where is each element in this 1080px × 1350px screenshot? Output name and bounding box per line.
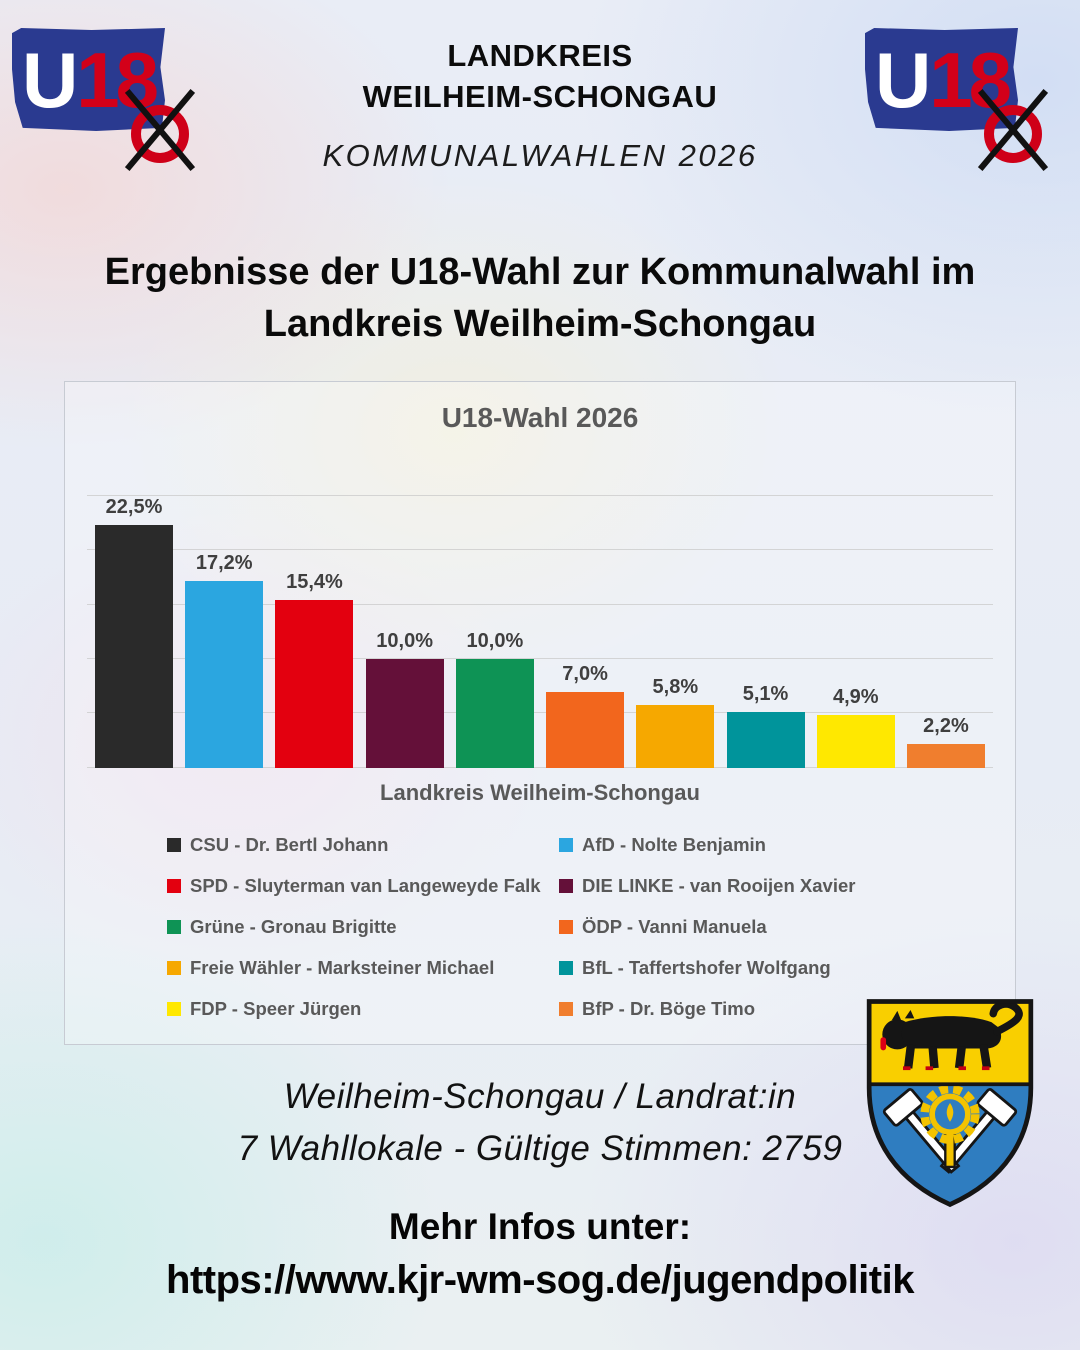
bar-value-label: 15,4% bbox=[286, 571, 343, 594]
more-info-url: https://www.kjr-wm-sog.de/jugendpolitik bbox=[166, 1257, 914, 1302]
u18-logo-box: U 18 bbox=[865, 28, 1018, 131]
legend-item: FDP - Speer Jürgen bbox=[167, 998, 559, 1020]
legend-item: AfD - Nolte Benjamin bbox=[559, 834, 1015, 856]
lion-icon bbox=[880, 1001, 1023, 1071]
bar-value-label: 4,9% bbox=[832, 685, 879, 708]
bar-value-label: 7,0% bbox=[562, 662, 608, 685]
u18-logo-left: U 18 bbox=[12, 28, 207, 171]
chart-legend: CSU - Dr. Bertl Johann AfD - Nolte Benjam… bbox=[167, 834, 1015, 1020]
result-context: Weilheim-Schongau / Landrat:in 7 Wahllok… bbox=[0, 1071, 1080, 1176]
u18-logo-number-18: 18 bbox=[929, 35, 1012, 124]
gridline bbox=[87, 712, 993, 714]
gridline bbox=[87, 766, 993, 768]
bar-value-label: 10,0% bbox=[376, 630, 434, 653]
ballot-cross-icon bbox=[972, 85, 1050, 171]
bar-BfL bbox=[726, 712, 805, 768]
legend-label: DIE LINKE - van Rooijen Xavier bbox=[582, 874, 856, 896]
u18-logo-number-18: 18 bbox=[76, 35, 159, 124]
chart-title: U18-Wahl 2026 bbox=[441, 401, 639, 433]
legend-item: DIE LINKE - van Rooijen Xavier bbox=[559, 875, 1015, 897]
x-axis-label: Landkreis Weilheim-Schongau bbox=[380, 779, 700, 805]
bar-value-label: 22,5% bbox=[105, 495, 163, 518]
bar-value-label: 5,8% bbox=[652, 675, 699, 698]
bar-DIE LINKE bbox=[365, 659, 444, 768]
gridline bbox=[87, 549, 993, 551]
legend-color-swatch bbox=[167, 837, 181, 852]
bar-Freie Wähler bbox=[636, 704, 715, 768]
legend-color-swatch bbox=[559, 878, 573, 893]
bar-SPD bbox=[275, 600, 354, 768]
bar-column: 7,0% bbox=[546, 496, 625, 768]
bar-Grüne bbox=[455, 659, 534, 768]
legend-item: BfL - Taffertshofer Wolfgang bbox=[559, 957, 1015, 979]
coat-of-arms-weilheim-schongau bbox=[866, 999, 1034, 1208]
bar-column: 10,0% bbox=[365, 496, 444, 768]
legend-color-swatch bbox=[167, 960, 181, 975]
u18-logo-letter-u: U bbox=[874, 35, 931, 124]
legend-label: ÖDP - Vanni Manuela bbox=[582, 915, 767, 937]
legend-label: Grüne - Gronau Brigitte bbox=[190, 915, 397, 937]
legend-color-swatch bbox=[167, 919, 181, 934]
bar-ÖDP bbox=[546, 691, 625, 768]
legend-label: AfD - Nolte Benjamin bbox=[582, 833, 766, 855]
legend-color-swatch bbox=[559, 837, 573, 852]
bar-column: 2,2% bbox=[906, 496, 985, 768]
bar-CSU bbox=[95, 524, 173, 768]
district-title-line2: WEILHEIM-SCHONGAU bbox=[362, 78, 718, 114]
more-info-label: Mehr Infos unter: bbox=[388, 1205, 692, 1247]
ballot-cross-icon bbox=[119, 85, 197, 171]
more-info-block: Mehr Infos unter: https://www.kjr-wm-sog… bbox=[0, 1206, 1080, 1303]
bar-value-label: 2,2% bbox=[923, 714, 969, 737]
bar-column: 15,4% bbox=[275, 496, 354, 768]
header: U 18 LANDKREIS WEILHEIM-SCHONGAU KOMMUNA… bbox=[0, 0, 1080, 188]
election-subtitle: KOMMUNALWAHLEN 2026 bbox=[322, 137, 758, 173]
legend-color-swatch bbox=[167, 878, 181, 893]
legend-color-swatch bbox=[559, 919, 573, 934]
bar-column: 5,1% bbox=[726, 496, 805, 768]
legend-label: SPD - Sluyterman van Langeweyde Falk bbox=[190, 874, 541, 896]
bar-chart-panel: U18-Wahl 2026 22,5% 17,2% 15,4% 10,0% 10,0% 7… bbox=[64, 380, 1016, 1045]
gridline bbox=[87, 494, 993, 496]
bar-value-label: 17,2% bbox=[195, 551, 253, 574]
bar-column: 17,2% bbox=[185, 496, 264, 768]
bar-column: 4,9% bbox=[816, 496, 895, 768]
plot-area: 22,5% 17,2% 15,4% 10,0% 10,0% 7,0% 5,8% 5,1% 4,9… bbox=[87, 494, 993, 768]
gridline bbox=[87, 658, 993, 660]
legend-item: BfP - Dr. Böge Timo bbox=[559, 998, 1015, 1020]
legend-item: SPD - Sluyterman van Langeweyde Falk bbox=[167, 875, 559, 897]
district-title-line1: LANDKREIS bbox=[447, 38, 633, 73]
legend-label: Freie Wähler - Marksteiner Michael bbox=[190, 956, 495, 978]
u18-logo-letter-u: U bbox=[21, 35, 78, 124]
legend-label: CSU - Dr. Bertl Johann bbox=[190, 833, 389, 855]
legend-label: FDP - Speer Jürgen bbox=[190, 997, 362, 1019]
context-line2: 7 Wahllokale - Gültige Stimmen: 2759 bbox=[237, 1129, 843, 1169]
context-line1: Weilheim-Schongau / Landrat:in bbox=[283, 1076, 797, 1116]
bars: 22,5% 17,2% 15,4% 10,0% 10,0% 7,0% 5,8% 5,1% 4,9… bbox=[95, 496, 985, 768]
legend-color-swatch bbox=[559, 1001, 573, 1016]
legend-item: Freie Wähler - Marksteiner Michael bbox=[167, 957, 559, 979]
legend-label: BfP - Dr. Böge Timo bbox=[582, 997, 756, 1019]
bar-column: 5,8% bbox=[636, 496, 715, 768]
legend-label: BfL - Taffertshofer Wolfgang bbox=[582, 956, 831, 978]
page-title: Ergebnisse der U18-Wahl zur Kommunalwahl… bbox=[104, 251, 976, 346]
bar-column: 10,0% bbox=[455, 496, 534, 768]
legend-item: CSU - Dr. Bertl Johann bbox=[167, 834, 559, 856]
gridline bbox=[87, 603, 993, 605]
bar-column: 22,5% bbox=[95, 496, 173, 768]
legend-color-swatch bbox=[167, 1001, 181, 1016]
u18-logo-right: U 18 bbox=[865, 28, 1060, 171]
bar-value-label: 10,0% bbox=[466, 630, 524, 653]
bar-BfP bbox=[906, 743, 985, 768]
title-block: LANDKREIS WEILHEIM-SCHONGAU KOMMUNALWAHL… bbox=[0, 0, 1080, 174]
bar-FDP bbox=[816, 714, 895, 768]
bar-AfD bbox=[185, 580, 264, 768]
u18-logo-box: U 18 bbox=[12, 28, 165, 131]
gear-icon bbox=[920, 1084, 980, 1169]
legend-item: ÖDP - Vanni Manuela bbox=[559, 916, 1015, 938]
bar-value-label: 5,1% bbox=[742, 683, 789, 706]
legend-item: Grüne - Gronau Brigitte bbox=[167, 916, 559, 938]
legend-color-swatch bbox=[559, 960, 573, 975]
